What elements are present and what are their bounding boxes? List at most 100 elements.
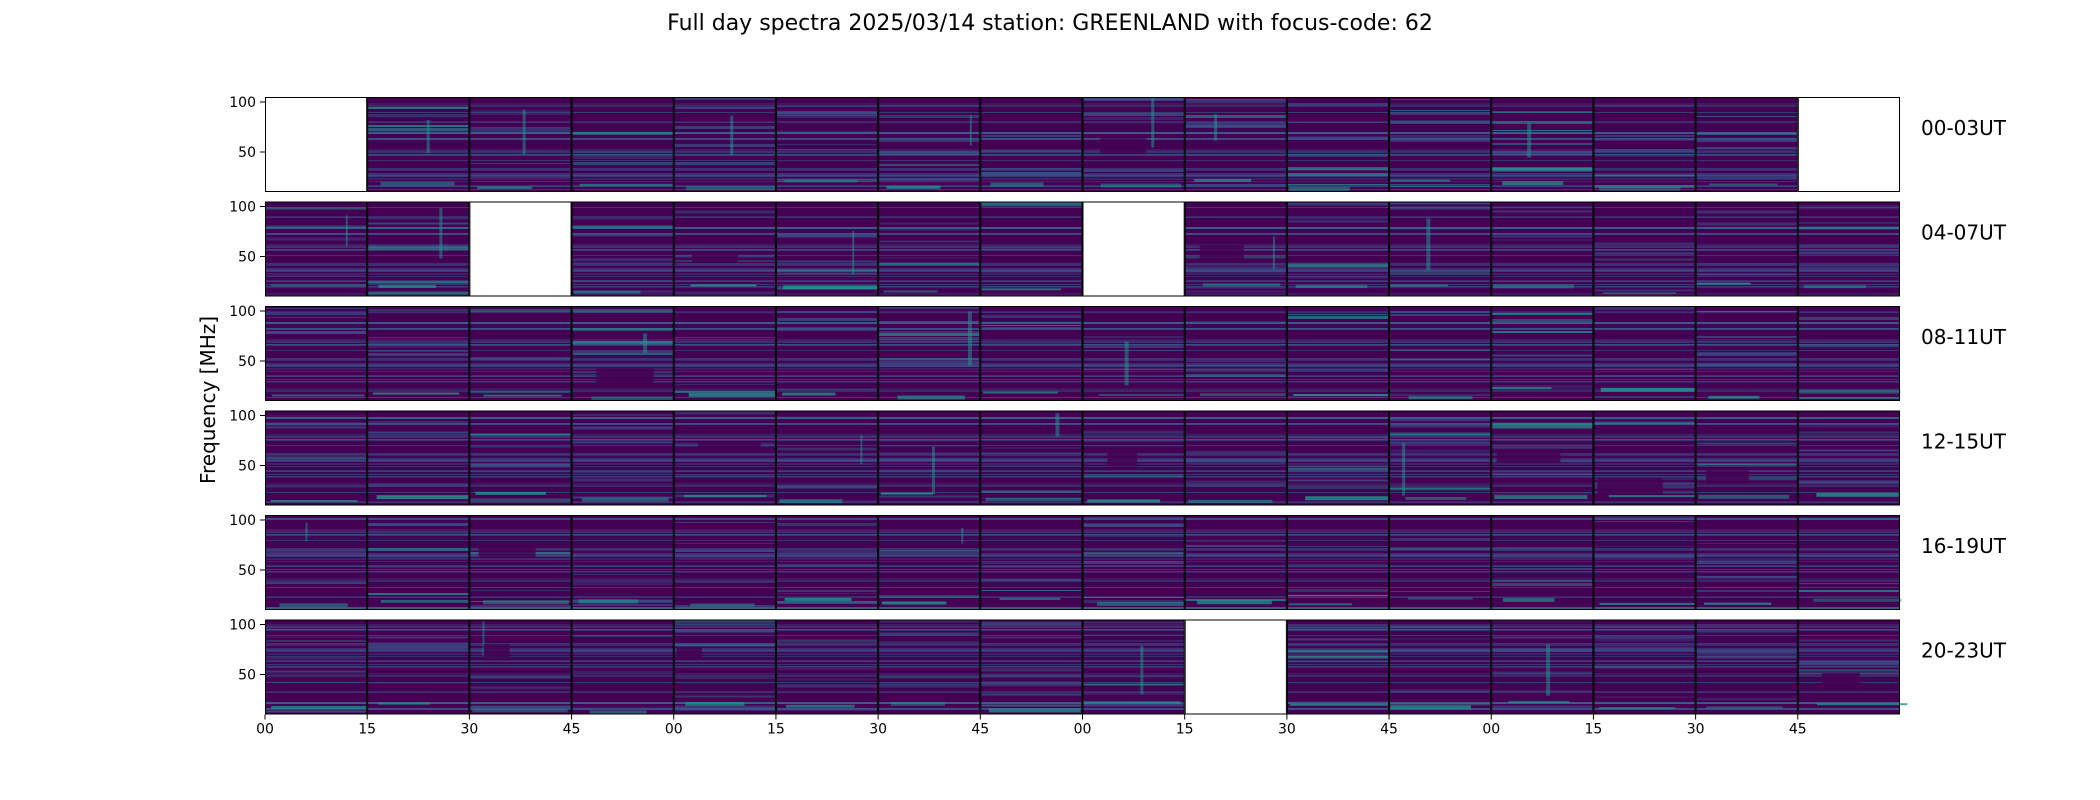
spectral-band xyxy=(1082,536,1185,537)
spectral-band xyxy=(1797,251,1900,255)
panel-background xyxy=(980,515,1083,610)
spectral-band xyxy=(1184,451,1287,453)
spectral-band xyxy=(775,113,879,116)
panel-border xyxy=(1797,97,1900,192)
spectral-band xyxy=(1491,707,1594,709)
spectral-band xyxy=(1593,635,1696,639)
y-tick-label: 100 xyxy=(229,304,256,320)
panel-border xyxy=(775,515,879,610)
spectral-band xyxy=(1286,275,1390,279)
spectrum-panel xyxy=(1797,619,1908,715)
spectral-band xyxy=(571,260,674,262)
spectral-band xyxy=(775,564,879,566)
spectral-band xyxy=(1184,266,1287,269)
spectral-band xyxy=(1797,583,1900,584)
low-frequency-emission xyxy=(1608,495,1710,498)
spectral-band xyxy=(571,309,674,312)
spectrum-panel xyxy=(1797,515,1902,610)
low-frequency-emission xyxy=(1202,283,1281,287)
spectral-band xyxy=(775,593,879,594)
spectral-band xyxy=(1593,242,1696,245)
spectrum-panel xyxy=(367,515,470,610)
spectral-band xyxy=(1286,650,1390,653)
low-frequency-emission xyxy=(1600,387,1703,392)
spectral-band xyxy=(571,604,674,606)
quiet-region xyxy=(1100,138,1147,155)
spectrum-panel xyxy=(1593,306,1703,401)
spectral-band xyxy=(1286,202,1390,206)
spectral-band xyxy=(775,601,879,603)
spectral-band xyxy=(1389,311,1492,313)
burst-signal xyxy=(1527,123,1532,158)
low-frequency-emission xyxy=(1098,393,1198,396)
spectral-band xyxy=(980,315,1083,318)
spectral-band xyxy=(1491,583,1594,586)
spectrum-panel xyxy=(1286,201,1390,297)
spectral-band xyxy=(1797,672,1900,674)
spectrum-panel xyxy=(1695,515,1798,610)
spectral-band xyxy=(469,391,572,393)
panel-border xyxy=(1286,97,1390,192)
spectrum-panel xyxy=(673,619,776,715)
low-frequency-emission xyxy=(378,702,431,705)
burst-signal xyxy=(969,114,972,146)
panel-background xyxy=(1695,410,1798,506)
spectral-band xyxy=(980,202,1083,204)
spectral-band xyxy=(1286,167,1390,170)
spectral-band xyxy=(1082,600,1185,603)
spectral-band xyxy=(1593,369,1696,370)
x-tick-label: 15 xyxy=(358,722,376,738)
spectral-band xyxy=(265,636,368,638)
spectral-band xyxy=(265,551,368,554)
low-frequency-emission xyxy=(1798,389,1901,394)
panel-border xyxy=(673,306,776,401)
panel-background xyxy=(878,97,981,192)
burst-signal xyxy=(439,208,443,259)
low-frequency-emission xyxy=(1708,395,1760,399)
y-tick-label: 100 xyxy=(229,95,256,111)
panel-border xyxy=(1695,306,1798,401)
spectral-band xyxy=(469,110,572,113)
spectral-band xyxy=(980,203,1083,205)
spectral-band xyxy=(367,346,470,348)
spectral-band xyxy=(1695,222,1798,226)
spectral-band xyxy=(1082,640,1185,642)
panel-border xyxy=(775,306,879,401)
spectral-band xyxy=(878,333,981,336)
panel-border xyxy=(265,515,368,610)
spectral-band xyxy=(265,275,368,277)
spectral-band xyxy=(878,500,981,502)
low-frequency-emission xyxy=(1389,284,1448,287)
panel-background xyxy=(1389,619,1492,715)
spectral-band xyxy=(265,627,368,629)
y-tick-label: 50 xyxy=(238,354,256,370)
spectral-band xyxy=(367,523,470,526)
burst-signal xyxy=(730,115,734,155)
spectral-band xyxy=(673,291,776,294)
spectral-band xyxy=(980,135,1083,137)
panel-background xyxy=(1593,619,1696,715)
spectral-band xyxy=(980,465,1083,467)
spectral-band xyxy=(265,415,368,417)
spectrum-panel xyxy=(775,306,879,401)
spectral-band xyxy=(980,490,1083,493)
low-frequency-emission xyxy=(1502,181,1564,186)
panel-background xyxy=(1491,201,1594,297)
spectral-band xyxy=(367,244,470,247)
panel-border xyxy=(673,515,776,610)
spectrum-panel xyxy=(775,201,885,297)
spectral-band xyxy=(878,222,981,225)
low-frequency-emission xyxy=(1603,292,1676,295)
low-frequency-emission xyxy=(578,599,639,604)
spectral-band xyxy=(673,126,776,129)
low-frequency-emission xyxy=(483,394,562,397)
spectral-band xyxy=(1389,271,1492,275)
burst-signal xyxy=(1272,236,1275,270)
panel-border xyxy=(1082,410,1185,506)
spectral-band xyxy=(265,426,368,429)
spectral-band xyxy=(1389,206,1492,210)
panel-border xyxy=(1593,619,1696,715)
spectral-band xyxy=(469,309,572,312)
spectral-band xyxy=(673,249,776,251)
spectral-band xyxy=(775,131,879,132)
